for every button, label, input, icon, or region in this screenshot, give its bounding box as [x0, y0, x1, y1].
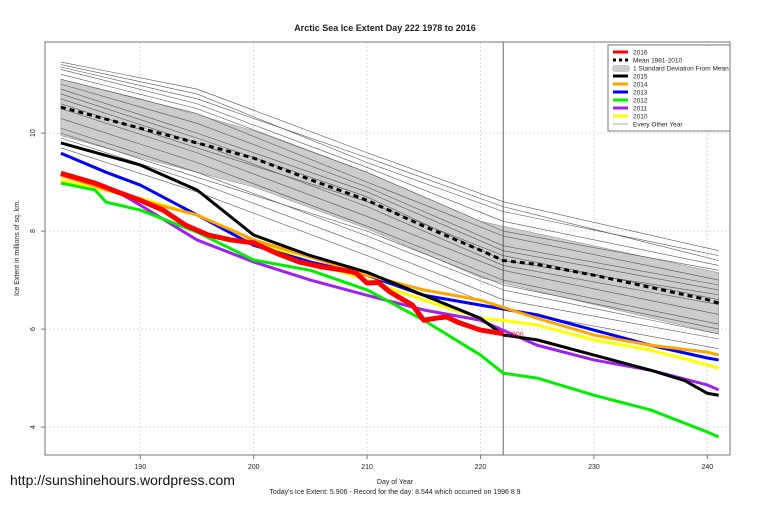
- legend-label: Mean 1981-2010: [633, 58, 683, 65]
- legend-label: 2015: [633, 74, 648, 81]
- x-tick-label: 220: [475, 464, 487, 471]
- other-year-line: [60, 83, 719, 286]
- other-year-line: [60, 127, 719, 335]
- series-line-2012: [60, 181, 720, 439]
- series-line-2016: [60, 170, 504, 337]
- x-tick-label: 230: [588, 464, 600, 471]
- other-year-line: [60, 132, 719, 330]
- watermark: http://sunshinehours.wordpress.com: [10, 472, 235, 488]
- other-year-line: [60, 64, 719, 256]
- current-value-label: 5.906: [506, 332, 524, 339]
- legend-label: 1 Standard Deviation From Mean: [633, 66, 729, 73]
- legend-label: 2014: [633, 82, 648, 89]
- other-year-line: [60, 118, 719, 325]
- other-year-line: [60, 147, 719, 349]
- y-axis-label: Ice Extent in millions of sq. km.: [14, 200, 21, 296]
- legend-label: 2012: [633, 98, 648, 105]
- legend-label: 2013: [633, 90, 648, 97]
- y-tick-label: 10: [30, 129, 37, 137]
- other-year-line: [60, 137, 719, 340]
- series-line-2015: [60, 141, 719, 397]
- y-tick-label: 4: [30, 425, 37, 429]
- x-axis-label: Day of Year: [377, 479, 414, 486]
- plot-frame: [44, 41, 731, 456]
- other-year-line: [60, 88, 719, 291]
- y-tick-label: 8: [30, 229, 37, 233]
- legend-label: 2010: [633, 114, 648, 121]
- legend-swatch: [612, 65, 630, 72]
- x-tick-label: 190: [134, 464, 146, 471]
- series-line-2014: [60, 173, 720, 357]
- other-year-line: [60, 61, 719, 251]
- legend-label: Every Other Year: [633, 122, 683, 129]
- x-tick-label: 210: [361, 464, 373, 471]
- other-year-line: [60, 66, 719, 261]
- x-tick-label: 200: [248, 464, 260, 471]
- footer-text: Today's Ice Extent: 5.906 - Record for t…: [269, 489, 520, 496]
- other-year-line: [60, 78, 719, 281]
- legend-label: 2011: [633, 106, 647, 113]
- other-year-line: [60, 74, 719, 271]
- other-year-line: [60, 98, 719, 305]
- other-year-line: [60, 69, 719, 266]
- chart-title: Arctic Sea Ice Extent Day 222 1978 to 20…: [294, 23, 476, 33]
- x-tick-label: 240: [701, 464, 713, 471]
- other-year-line: [60, 108, 719, 315]
- legend-box: [607, 44, 731, 132]
- legend-label: 2016: [633, 50, 648, 57]
- y-tick-label: 6: [30, 327, 37, 331]
